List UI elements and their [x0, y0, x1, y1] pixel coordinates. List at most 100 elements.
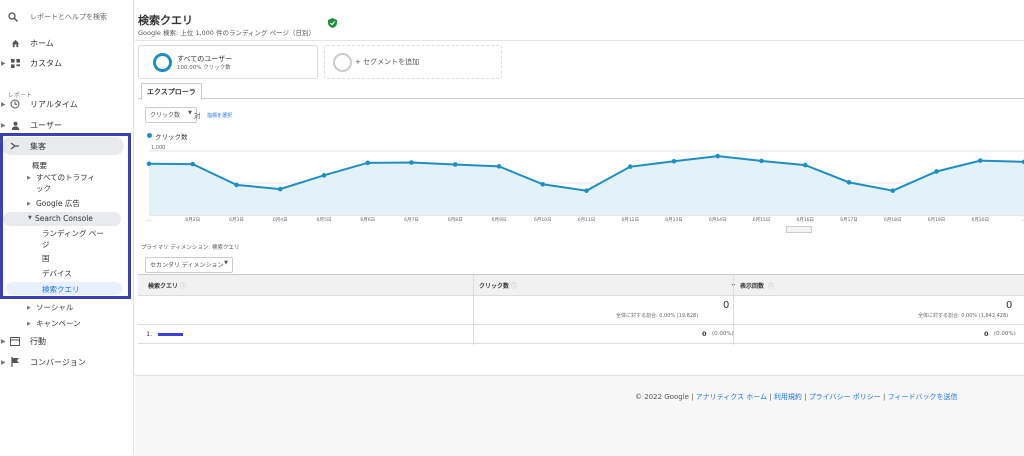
info-icon: ⓘ: [180, 283, 187, 290]
sidebar-item-overview[interactable]: 概要: [32, 161, 47, 170]
footer-link-feedback[interactable]: フィードバックを送信: [887, 393, 958, 401]
data-point: [627, 164, 633, 169]
sidebar-item-home[interactable]: ホーム: [0, 33, 133, 53]
x-tick-label: 6月7日: [404, 217, 419, 223]
person-icon: [8, 121, 22, 130]
sidebar-item-label: ホーム: [30, 38, 54, 48]
secondary-dimension-label: セカンダリ ディメンション: [150, 262, 224, 269]
footer: © 2022 Google | アナリティクス ホーム | 利用規約 | プライ…: [635, 392, 957, 402]
segment-all-users[interactable]: すべてのユーザー 100.00% クリック数: [138, 45, 318, 79]
segment-circle-icon: [153, 53, 172, 72]
data-point: [584, 188, 589, 193]
caret-right-icon: ▶: [1, 358, 6, 366]
copyright: © 2022 Google: [635, 393, 689, 401]
footer-link-terms[interactable]: 利用規約: [773, 393, 802, 401]
behavior-icon: [8, 336, 22, 346]
sidebar-item-all-traffic[interactable]: ▶ すべてのトラフィ ック: [27, 172, 118, 194]
primary-dimension: プライマリ ディメンション: 検索クエリ: [141, 245, 240, 251]
caret-right-icon: ▶: [27, 201, 31, 207]
data-point: [365, 160, 371, 166]
sidebar-item-behavior[interactable]: ▶ 行動: [0, 331, 133, 351]
data-point: [977, 158, 983, 163]
flag-icon: [8, 357, 22, 367]
grid-icon: [8, 58, 22, 68]
redacted-query-link[interactable]: [158, 333, 183, 336]
x-tick-label: 6月20日: [971, 217, 989, 223]
caret-right-icon: ▶: [1, 59, 6, 67]
x-tick-label: 6月12日: [621, 217, 639, 223]
row-index: 1.: [146, 330, 153, 338]
sidebar-item-users[interactable]: ▶ ユーザー: [0, 115, 133, 135]
footer-link-privacy[interactable]: プライバシー ポリシー: [808, 393, 881, 401]
chevron-down-icon: ▼: [224, 260, 228, 266]
x-tick-label: 6月18日: [884, 217, 902, 223]
metric-dropdown[interactable]: クリック数 ▼: [145, 107, 197, 123]
chart-resize-handle[interactable]: [786, 226, 812, 233]
segment-sublabel: 100.00% クリック数: [177, 65, 231, 71]
sidebar-item-countries[interactable]: 国: [42, 254, 50, 263]
reports-heading: レポート: [8, 92, 33, 99]
sidebar-item-social[interactable]: ▶ ソーシャル: [27, 302, 73, 313]
col-query-header[interactable]: 検索クエリ: [148, 283, 179, 290]
search-icon: [8, 12, 18, 22]
sidebar-item-label: コンバージョン: [30, 357, 86, 367]
caret-right-icon: ▶: [1, 121, 6, 129]
total-clicks-sub: 全体に対する割合: 0.00% (19,828): [616, 313, 699, 319]
y-tick-label: 1,000: [151, 145, 165, 151]
data-point: [496, 164, 502, 169]
data-point: [234, 182, 239, 188]
main-content: 検索クエリ Google 検索: 上位 1,000 件のランディング ページ（日…: [135, 0, 1024, 456]
add-segment-label: + セグメントを追加: [355, 58, 420, 66]
sidebar-item-queries[interactable]: 検索クエリ: [6, 282, 122, 295]
info-icon: ⓘ: [768, 283, 775, 290]
col-impressions-header[interactable]: 表示回数: [740, 283, 765, 290]
sidebar-item-label: 検索クエリ: [42, 285, 80, 294]
sidebar-item-label: すべてのトラフィ: [36, 173, 96, 182]
sidebar-item-label: 集客: [30, 141, 46, 151]
chevron-down-icon: ▼: [188, 110, 192, 116]
select-metric-link[interactable]: 指標を選択: [207, 113, 233, 119]
x-tick-label: 6月8日: [448, 217, 463, 223]
sidebar-item-label: リアルタイム: [30, 99, 78, 109]
tab-explorer[interactable]: エクスプローラ: [141, 83, 202, 100]
data-point: [846, 180, 852, 185]
sidebar-item-devices[interactable]: デバイス: [42, 269, 72, 278]
row-impressions-pct: (0.00%): [994, 331, 1016, 337]
tab-baseline: [138, 98, 1024, 99]
x-tick-label: 6月15日: [753, 217, 771, 223]
sidebar-item-search-console[interactable]: ▼ Search Console: [3, 212, 121, 226]
col-divider: [733, 275, 734, 345]
separator: |: [883, 393, 886, 401]
sidebar-item-conversions[interactable]: ▶ コンバージョン: [0, 352, 133, 372]
x-tick-label: 6月2日: [185, 217, 200, 223]
sidebar-item-realtime[interactable]: ▶ リアルタイム: [0, 94, 133, 114]
sidebar-item-label: Search Console: [35, 214, 93, 223]
vs-label: 対: [194, 112, 201, 120]
caret-down-icon: ▼: [28, 215, 32, 221]
separator: |: [769, 393, 772, 401]
sidebar-item-label: キャンペーン: [36, 319, 81, 328]
search-input[interactable]: レポートとヘルプを検索: [30, 13, 107, 21]
sidebar-item-custom[interactable]: ▶ カスタム: [0, 53, 133, 73]
sidebar-item-landing-pages[interactable]: ランディング ペー ジ: [42, 228, 122, 250]
col-clicks-header[interactable]: クリック数: [479, 283, 510, 290]
x-tick-label: ...: [147, 218, 151, 223]
legend-dot: [147, 133, 152, 138]
separator: |: [804, 393, 807, 401]
caret-right-icon: ▶: [27, 305, 31, 311]
data-point: [540, 181, 546, 187]
secondary-dimension-dropdown[interactable]: セカンダリ ディメンション ▼: [145, 257, 233, 273]
sidebar-item-google-ads[interactable]: ▶ Google 広告: [27, 198, 80, 209]
data-point: [409, 160, 414, 165]
sidebar-item-label: ランディング ペー: [42, 229, 104, 238]
x-tick-label: 6月16日: [796, 217, 814, 223]
sidebar-item-campaigns[interactable]: ▶ キャンペーン: [27, 318, 81, 329]
data-point: [452, 162, 458, 167]
home-icon: [8, 39, 22, 48]
add-segment-button[interactable]: + セグメントを追加: [324, 45, 502, 79]
sidebar-item-acquisition[interactable]: 集客: [2, 137, 124, 155]
x-tick-label: 6月19日: [928, 217, 946, 223]
footer-link-home[interactable]: アナリティクス ホーム: [695, 393, 768, 401]
table-header-row: 検索クエリ ⓘ クリック数 ⓘ ↓ 表示回数 ⓘ: [138, 275, 1024, 296]
search-box[interactable]: レポートとヘルプを検索: [0, 7, 133, 27]
